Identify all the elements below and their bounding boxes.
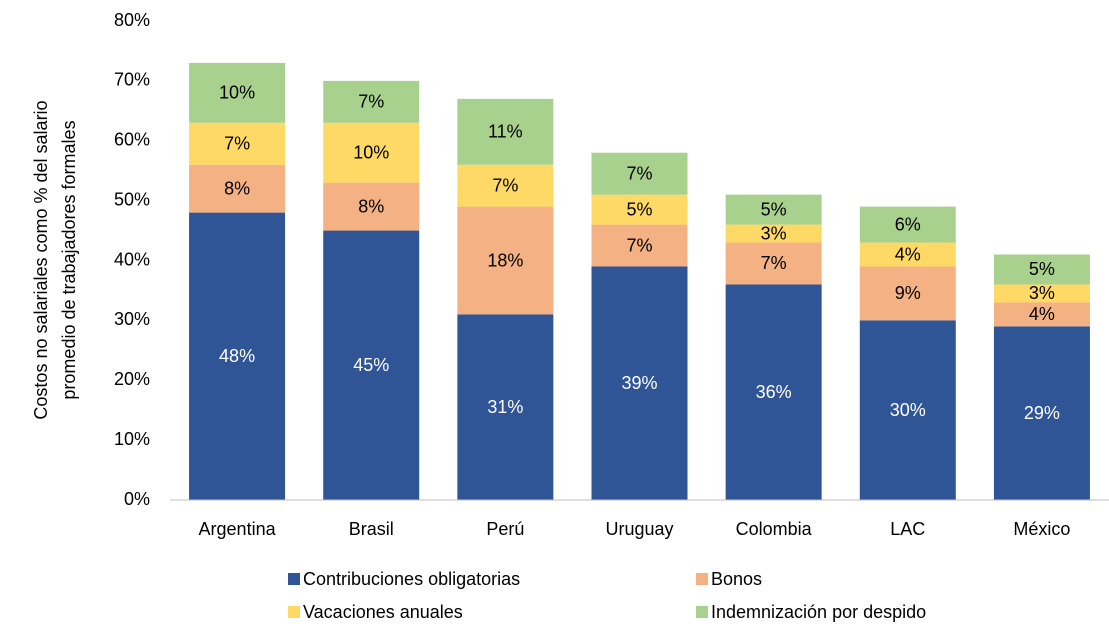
bar-segment: [859, 206, 956, 243]
data-label: 10%: [353, 142, 389, 162]
data-label: 11%: [488, 122, 523, 142]
data-label: 7%: [358, 92, 384, 112]
y-tick-label: 40%: [114, 249, 150, 269]
legend-swatch: [288, 573, 300, 585]
bar-segment: [725, 242, 822, 285]
x-tick-label: México: [1013, 519, 1070, 539]
bar-segment: [457, 98, 554, 165]
bar-segment: [457, 314, 554, 500]
data-label: 18%: [487, 250, 523, 270]
data-label: 5%: [1029, 259, 1055, 279]
y-axis-title-line: promedio de trabajadores formales: [59, 120, 79, 399]
y-tick-label: 10%: [114, 429, 150, 449]
y-axis-title-line: Costos no salariales como % del salario: [31, 100, 51, 419]
legend-label: Indemnización por despido: [711, 602, 926, 622]
data-label: 7%: [492, 175, 518, 195]
legend-swatch: [696, 573, 708, 585]
bar-segment: [323, 182, 420, 231]
bar-segment: [993, 326, 1090, 500]
bar-segment: [323, 122, 420, 183]
bar-segment: [591, 194, 688, 225]
data-label: 7%: [761, 253, 787, 273]
bar-segment: [859, 320, 956, 500]
data-label: 9%: [895, 283, 921, 303]
data-label: 39%: [621, 373, 657, 393]
x-tick-label: Colombia: [736, 519, 813, 539]
bar-segment: [457, 206, 554, 315]
bar-segment: [725, 194, 822, 225]
data-label: 7%: [626, 235, 652, 255]
bar-segment: [591, 224, 688, 267]
y-tick-label: 50%: [114, 189, 150, 209]
legend-label: Contribuciones obligatorias: [303, 569, 520, 589]
y-tick-label: 80%: [114, 10, 150, 30]
data-label: 5%: [626, 199, 652, 219]
data-label: 7%: [224, 133, 250, 153]
data-label: 45%: [353, 355, 389, 375]
bar-segment: [189, 122, 286, 165]
x-tick-label: Uruguay: [605, 519, 673, 539]
data-label: 3%: [1029, 283, 1055, 303]
x-tick-label: Brasil: [349, 519, 394, 539]
bar-segment: [993, 284, 1090, 303]
bar-segment: [725, 284, 822, 500]
data-label: 36%: [756, 382, 792, 402]
bar-segment: [189, 212, 286, 500]
data-label: 10%: [219, 83, 255, 103]
data-label: 3%: [761, 223, 787, 243]
y-axis-title: Costos no salariales como % del salario …: [31, 100, 79, 419]
x-tick-label: Argentina: [199, 519, 277, 539]
legend-swatch: [696, 606, 708, 618]
legend-swatch: [288, 606, 300, 618]
bar-segment: [859, 266, 956, 321]
data-label: 4%: [1029, 304, 1055, 324]
data-label: 7%: [626, 163, 652, 183]
data-label: 8%: [224, 178, 250, 198]
y-tick-label: 60%: [114, 130, 150, 150]
bar-segment: [993, 254, 1090, 285]
bar-segment: [725, 224, 822, 243]
data-label: 31%: [487, 397, 523, 417]
bar-segment: [189, 164, 286, 213]
data-label: 48%: [219, 346, 255, 366]
data-label: 30%: [890, 400, 926, 420]
x-tick-label: LAC: [890, 519, 925, 539]
bar-segment: [457, 164, 554, 207]
data-label: 29%: [1024, 403, 1060, 423]
bar-segment: [859, 242, 956, 267]
data-label: 4%: [895, 244, 921, 264]
data-label: 8%: [358, 196, 384, 216]
bar-segment: [323, 230, 420, 500]
bar-segment: [993, 302, 1090, 327]
legend-label: Vacaciones anuales: [303, 602, 463, 622]
bar-segment: [591, 152, 688, 195]
y-tick-label: 20%: [114, 369, 150, 389]
y-tick-label: 70%: [114, 70, 150, 90]
bar-segment: [591, 266, 688, 500]
data-label: 6%: [895, 214, 921, 234]
y-tick-label: 0%: [124, 489, 150, 509]
bar-segment: [189, 62, 286, 123]
y-tick-label: 30%: [114, 309, 150, 329]
legend-label: Bonos: [711, 569, 762, 589]
bar-segment: [323, 80, 420, 123]
x-tick-label: Perú: [486, 519, 524, 539]
data-label: 5%: [761, 199, 787, 219]
